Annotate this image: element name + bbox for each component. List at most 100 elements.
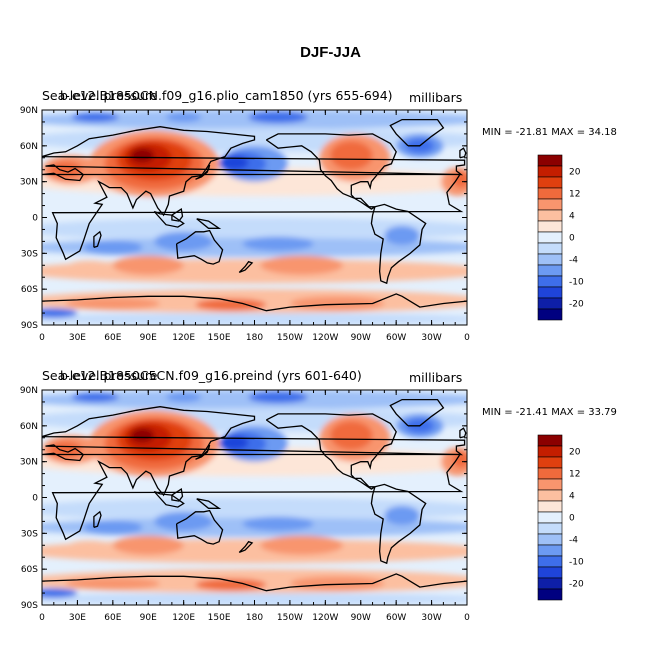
contour-region — [220, 435, 249, 450]
colorbar-swatch — [537, 220, 563, 233]
coastline — [265, 413, 397, 490]
colorbar-swatch — [537, 566, 563, 579]
map-field — [42, 110, 467, 325]
contour-region — [112, 255, 184, 275]
colorbar: 20 12 4 0 -4 -10 -20 — [537, 154, 584, 321]
lon-label: 120E — [172, 333, 195, 343]
lon-label: 0 — [464, 613, 470, 623]
coastline — [153, 210, 185, 228]
lon-label: 0 — [464, 333, 470, 343]
panel-units: millibars — [409, 90, 463, 105]
coastline — [175, 509, 224, 545]
colorbar-swatch — [537, 456, 563, 469]
colorbar-swatch — [537, 154, 563, 167]
lon-label: 60E — [104, 333, 121, 343]
contour-region — [260, 535, 344, 555]
contour-region — [384, 505, 420, 525]
coastline — [238, 540, 254, 554]
contour-region — [289, 296, 385, 311]
contour-region — [65, 540, 113, 555]
lon-label: 90E — [140, 333, 157, 343]
colorbar-swatch — [537, 533, 563, 546]
colorbar-swatch — [537, 555, 563, 568]
lon-label: 30E — [69, 333, 86, 343]
colorbar: 20 12 4 0 -4 -10 -20 — [537, 434, 584, 601]
colorbar-swatch — [537, 231, 563, 244]
contour-region — [65, 297, 161, 310]
contour-region — [83, 240, 143, 255]
colorbar-label: 0 — [569, 234, 575, 244]
lon-label: 150W — [277, 613, 303, 623]
lon-label: 30W — [421, 613, 441, 623]
contour-region — [42, 478, 467, 493]
coastline — [196, 498, 222, 509]
colorbar-label: -4 — [569, 256, 578, 266]
coastline — [171, 488, 184, 502]
contour-region — [71, 392, 119, 402]
contour-region — [42, 198, 467, 213]
lon-label: 90W — [351, 333, 371, 343]
contour-region — [330, 141, 373, 170]
contour-region — [130, 428, 155, 443]
colorbar-swatch — [537, 467, 563, 480]
colorbar-swatch — [537, 544, 563, 557]
colorbar-swatch — [537, 478, 563, 491]
coastlines — [42, 118, 467, 312]
lon-label: 60W — [386, 613, 406, 623]
coastline — [93, 230, 102, 249]
coastline — [42, 126, 466, 261]
lon-label: 0 — [39, 333, 45, 343]
panel-variable-title: Sea-level pressure — [42, 368, 158, 383]
contour-region — [260, 255, 344, 275]
coastline — [195, 164, 211, 180]
colorbar-swatch — [537, 264, 563, 277]
lon-label: 120W — [312, 333, 338, 343]
colorbar-swatch — [537, 588, 563, 601]
lat-label: 60S — [21, 565, 38, 575]
colorbar-swatch — [537, 209, 563, 222]
colorbar-swatch — [537, 577, 563, 590]
lat-label: 60S — [21, 285, 38, 295]
coastline — [389, 118, 445, 147]
contour-region — [220, 155, 249, 170]
contour-region — [242, 516, 314, 531]
colorbar-swatch — [537, 308, 563, 321]
colorbar-swatch — [537, 198, 563, 211]
lon-label: 150E — [208, 333, 231, 343]
coastlines — [42, 398, 467, 592]
lon-label: 30E — [69, 613, 86, 623]
colorbar-label: 4 — [569, 212, 575, 222]
lat-label: 30S — [21, 249, 38, 259]
contour-region — [112, 535, 184, 555]
coastline — [370, 483, 427, 565]
coastline — [42, 573, 467, 592]
lat-label: 60N — [20, 422, 38, 432]
lat-label: 90N — [20, 106, 38, 116]
colorbar-swatch — [537, 275, 563, 288]
panel-variable-title: Sea-level pressure — [42, 88, 158, 103]
contour-region — [42, 593, 467, 605]
lon-label: 120E — [172, 613, 195, 623]
coastline — [153, 490, 185, 508]
lat-label: 90N — [20, 386, 38, 396]
lon-label: 150W — [277, 333, 303, 343]
contour-region — [42, 313, 467, 325]
lon-label: 90E — [140, 613, 157, 623]
lon-label: 90W — [351, 613, 371, 623]
contour-region — [42, 308, 78, 318]
map-panel-bottom: Sea-level pressure b.e12.B1850C5CN.f09_g… — [0, 365, 661, 625]
contour-region — [384, 225, 420, 245]
panel-min-max: MIN = -21.81 MAX = 34.18 — [482, 127, 617, 138]
contour-region — [42, 497, 467, 522]
lat-label: 0 — [32, 494, 38, 504]
contour-region — [330, 421, 373, 450]
coastline — [195, 444, 211, 460]
panel-units: millibars — [409, 370, 463, 385]
colorbar-label: -10 — [569, 278, 584, 288]
coastline — [93, 510, 102, 529]
colorbar-label: 20 — [569, 448, 581, 458]
contour-region — [83, 520, 143, 535]
figure-title: DJF-JJA — [300, 44, 361, 61]
